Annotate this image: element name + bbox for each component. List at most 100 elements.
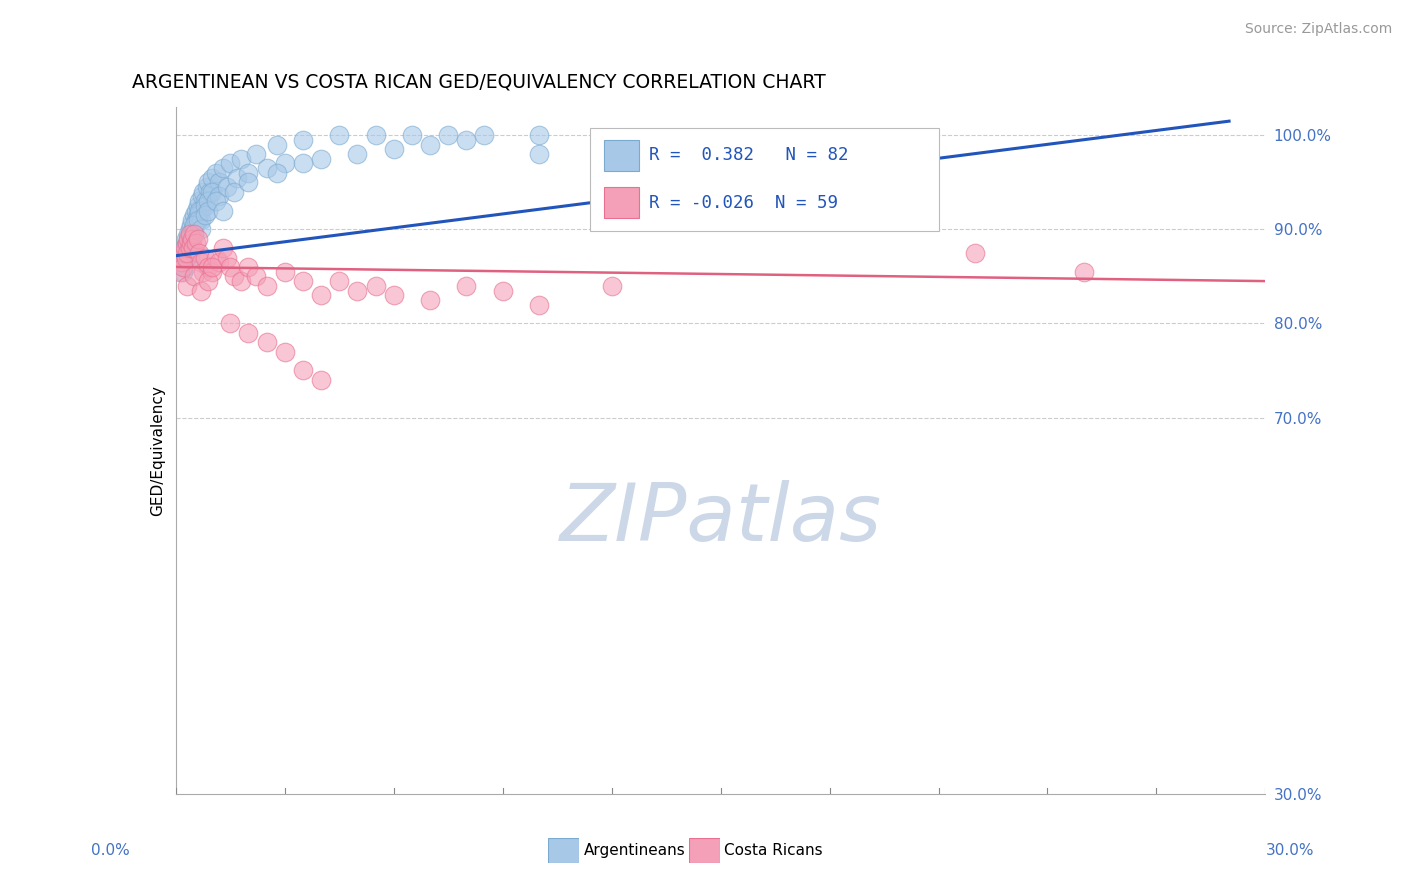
Point [194,251,217,265]
Point [190,203,212,218]
Point [191,189,214,203]
Point [419,137,441,152]
Point [181,232,204,246]
Point [201,185,224,199]
Point [186,213,208,227]
Point [190,284,212,298]
Point [437,128,460,143]
Point [274,344,297,359]
Point [212,241,235,255]
Point [186,213,209,227]
Text: Costa Ricans: Costa Ricans [724,844,823,858]
Point [191,265,214,279]
Point [183,227,205,241]
Point [456,278,478,293]
Bar [603,187,638,219]
Point [364,128,387,143]
Point [186,199,209,213]
Point [474,128,496,143]
Point [382,288,405,302]
Point [181,241,204,255]
Point [190,222,212,236]
Point [184,203,207,218]
Point [456,133,478,147]
Point [245,147,267,161]
Point [963,245,986,260]
Point [173,245,195,260]
Point [238,166,260,180]
Point [191,185,214,199]
Point [177,245,200,260]
Point [745,156,768,170]
Point [527,128,550,143]
Point [291,156,314,170]
Point [170,255,193,269]
Point [173,241,195,255]
Point [245,269,267,284]
Point [231,274,253,288]
Point [309,373,332,387]
Point [176,236,198,251]
Point [172,251,194,265]
Point [222,269,245,284]
Point [174,232,197,246]
Point [291,363,314,377]
Point [309,288,332,302]
Point [186,208,209,222]
Point [184,236,207,251]
Point [201,260,224,274]
Point [197,175,219,189]
Point [266,166,288,180]
Point [176,236,198,251]
Point [194,199,217,213]
Point [176,241,198,255]
Point [186,232,209,246]
Point [208,175,231,189]
Point [179,222,201,236]
Point [183,218,205,232]
Y-axis label: GED/Equivalency: GED/Equivalency [149,385,165,516]
Point [309,152,332,166]
Text: ARGENTINEAN VS COSTA RICAN GED/EQUIVALENCY CORRELATION CHART: ARGENTINEAN VS COSTA RICAN GED/EQUIVALEN… [132,72,825,92]
Text: 30.0%: 30.0% [1267,843,1315,858]
Point [194,194,217,208]
Point [183,208,205,222]
Point [173,260,195,274]
Point [328,128,350,143]
Text: R =  0.382   N = 82: R = 0.382 N = 82 [650,146,849,164]
Text: Argentineans: Argentineans [583,844,685,858]
Point [181,213,204,227]
Point [291,133,314,147]
Point [238,175,260,189]
Text: R = -0.026  N = 59: R = -0.026 N = 59 [650,194,838,212]
Point [673,142,696,156]
Point [256,335,278,350]
Point [226,170,249,185]
Point [173,243,195,257]
Point [401,128,423,143]
Point [274,265,297,279]
Point [176,252,198,267]
Point [204,166,226,180]
Point [256,161,278,176]
Point [1073,265,1095,279]
Point [176,245,198,260]
Point [179,227,201,241]
Point [201,170,224,185]
Point [238,260,260,274]
Point [179,251,201,265]
FancyBboxPatch shape [591,128,939,231]
Point [204,251,226,265]
Point [184,213,207,227]
Point [208,255,231,269]
Point [600,137,623,152]
Point [600,278,623,293]
Point [346,284,368,298]
Point [212,203,235,218]
Point [172,249,194,263]
Point [183,222,205,236]
Point [172,260,194,274]
Point [183,269,205,284]
Point [346,147,368,161]
Point [197,203,219,218]
